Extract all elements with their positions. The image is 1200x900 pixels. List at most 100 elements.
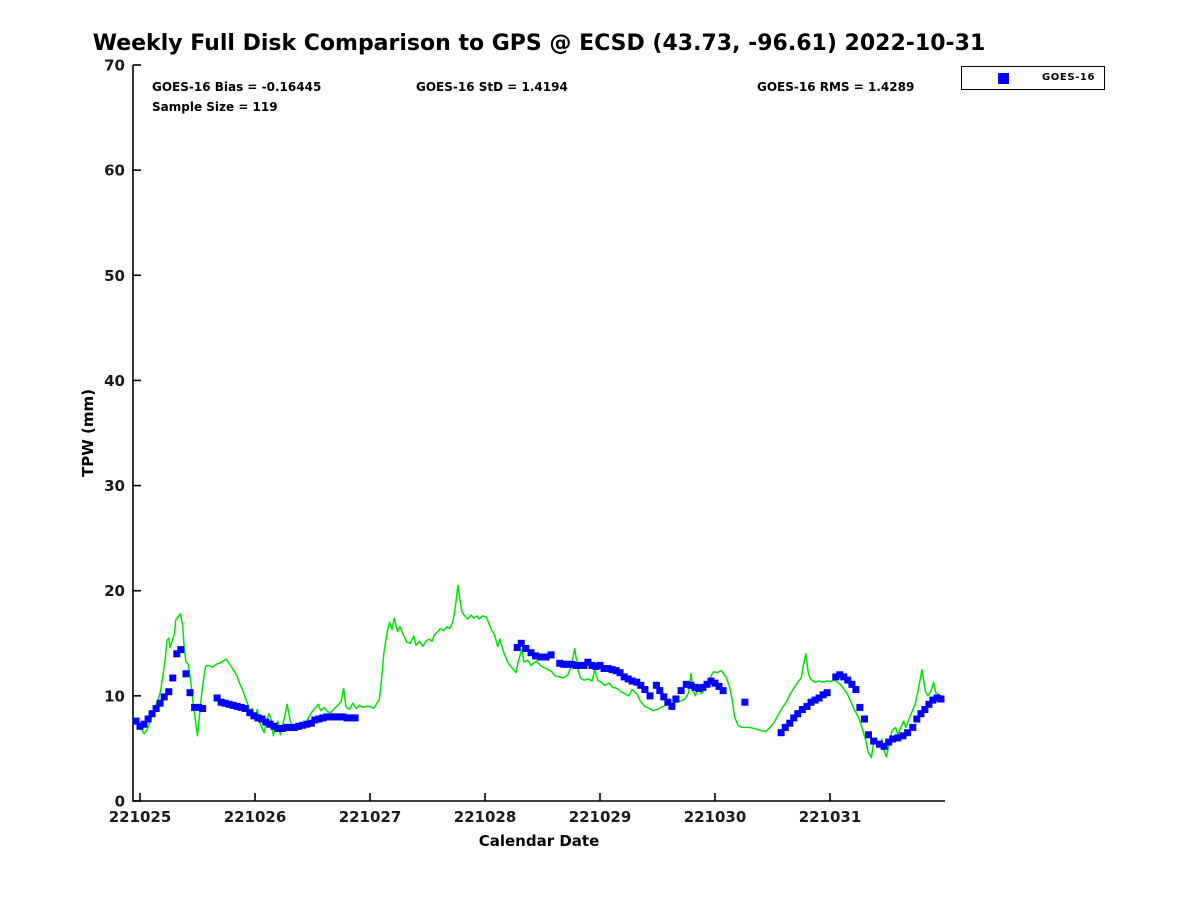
- goes-16-marker: [840, 673, 848, 681]
- goes-16-marker: [221, 699, 229, 707]
- goes-16-marker: [646, 692, 654, 700]
- goes-16-marker: [703, 680, 711, 688]
- goes-16-marker: [803, 702, 811, 710]
- goes-16-marker: [217, 698, 225, 706]
- goes-16-marker: [270, 722, 278, 730]
- goes-16-marker: [195, 703, 203, 711]
- goes-16-marker: [335, 713, 343, 721]
- chart-title: Weekly Full Disk Comparison to GPS @ ECS…: [92, 31, 986, 56]
- goes-16-marker: [633, 678, 641, 686]
- goes-16-marker: [933, 694, 941, 702]
- goes-16-marker: [616, 669, 624, 677]
- goes-16-marker: [572, 661, 580, 669]
- goes-16-marker: [777, 729, 785, 737]
- goes-16-marker: [144, 715, 152, 723]
- goes-16-marker: [682, 680, 690, 688]
- x-tick-label: 221025: [109, 808, 172, 826]
- goes-16-marker: [937, 695, 945, 703]
- goes-16-marker: [311, 716, 319, 724]
- goes-16-marker: [909, 723, 917, 731]
- goes-16-marker: [241, 705, 249, 712]
- goes-16-marker: [691, 683, 699, 691]
- goes-16-marker: [781, 723, 789, 731]
- x-tick-label: 221026: [224, 808, 287, 826]
- goes-16-marker: [173, 650, 181, 658]
- goes-16-marker: [250, 712, 258, 720]
- goes-16-marker: [160, 693, 168, 701]
- goes-16-marker: [339, 713, 347, 721]
- goes-16-marker: [327, 713, 335, 721]
- x-tick-label: 221031: [799, 808, 862, 826]
- goes-16-marker: [865, 731, 872, 739]
- goes-16-marker: [889, 735, 897, 743]
- y-tick-label: 70: [104, 57, 125, 75]
- goes-16-marker: [527, 649, 535, 657]
- goes-16-marker: [542, 653, 550, 661]
- goes-16-marker: [664, 698, 672, 706]
- goes-16-marker: [929, 696, 937, 704]
- goes-16-marker: [588, 661, 596, 669]
- goes-16-marker: [856, 703, 864, 711]
- goes-16-marker: [156, 699, 164, 707]
- goes-16-marker: [152, 705, 160, 712]
- stat-bias: GOES-16 Bias = -0.16445: [152, 80, 322, 94]
- goes-16-marker: [628, 677, 636, 685]
- goes-16-marker: [741, 698, 749, 706]
- goes-16-marker: [899, 732, 907, 740]
- goes-16-marker: [556, 659, 564, 667]
- goes-16-marker: [140, 720, 148, 728]
- goes-16-marker: [584, 658, 592, 666]
- goes-16-marker: [169, 674, 177, 682]
- goes-16-marker: [291, 723, 299, 731]
- goes-16-marker: [132, 717, 140, 725]
- legend-entry-label: GOES-16: [1042, 72, 1096, 83]
- goes-16-marker: [807, 698, 815, 706]
- goes-16-marker: [695, 685, 703, 692]
- goes-16-marker: [861, 715, 868, 723]
- x-axis-label: Calendar Date: [478, 832, 600, 850]
- goes-16-marker: [315, 715, 323, 723]
- y-tick-label: 40: [104, 372, 125, 390]
- goes-16-marker: [719, 687, 727, 695]
- x-tick-label: 221029: [569, 808, 632, 826]
- stat-std: GOES-16 StD = 1.4194: [416, 80, 568, 94]
- goes-16-marker: [677, 687, 685, 695]
- goes-16-marker: [513, 644, 521, 651]
- goes-16-marker: [547, 651, 555, 659]
- goes-16-marker: [564, 660, 572, 668]
- goes-16-marker: [620, 673, 628, 681]
- goes-16-marker: [624, 675, 632, 683]
- goes-16-marker: [517, 639, 525, 647]
- goes-16-marker: [299, 721, 307, 729]
- goes-16-marker: [641, 686, 649, 693]
- goes-16-marker: [237, 703, 245, 711]
- goes-16-marker: [537, 653, 545, 661]
- y-tick-label: 0: [115, 793, 125, 811]
- goes-16-marker: [213, 694, 221, 702]
- goes-16-marker: [798, 706, 806, 713]
- goes-16-marker: [832, 673, 840, 681]
- x-tick-label: 221028: [454, 808, 517, 826]
- goes-16-marker: [711, 679, 719, 687]
- goes-16-marker: [580, 661, 588, 669]
- goes-16-marker: [715, 682, 723, 690]
- goes-16-marker: [672, 695, 680, 703]
- goes-16-marker: [904, 729, 912, 737]
- goes-16-marker: [637, 681, 645, 689]
- goes-16-marker: [323, 713, 331, 721]
- goes-16-marker: [917, 710, 925, 718]
- goes-16-marker: [885, 738, 893, 746]
- y-tick-label: 20: [104, 582, 125, 600]
- goes-16-marker: [233, 702, 241, 710]
- goes-16-marker: [136, 722, 144, 730]
- goes-16-marker: [343, 714, 351, 722]
- y-tick-label: 30: [104, 477, 125, 495]
- goes-16-marker: [246, 709, 254, 717]
- goes-16-marker: [191, 703, 199, 711]
- goes-16-marker: [560, 660, 568, 668]
- goes-16-marker: [279, 725, 287, 732]
- goes-16-marker: [786, 719, 794, 727]
- goes-16-marker: [295, 722, 303, 730]
- goes-16-marker: [596, 661, 604, 669]
- goes-16-marker: [254, 714, 262, 722]
